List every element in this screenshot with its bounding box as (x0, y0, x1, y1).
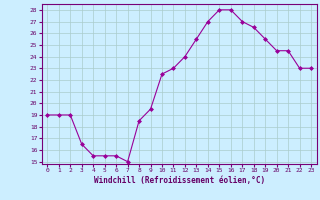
X-axis label: Windchill (Refroidissement éolien,°C): Windchill (Refroidissement éolien,°C) (94, 176, 265, 185)
